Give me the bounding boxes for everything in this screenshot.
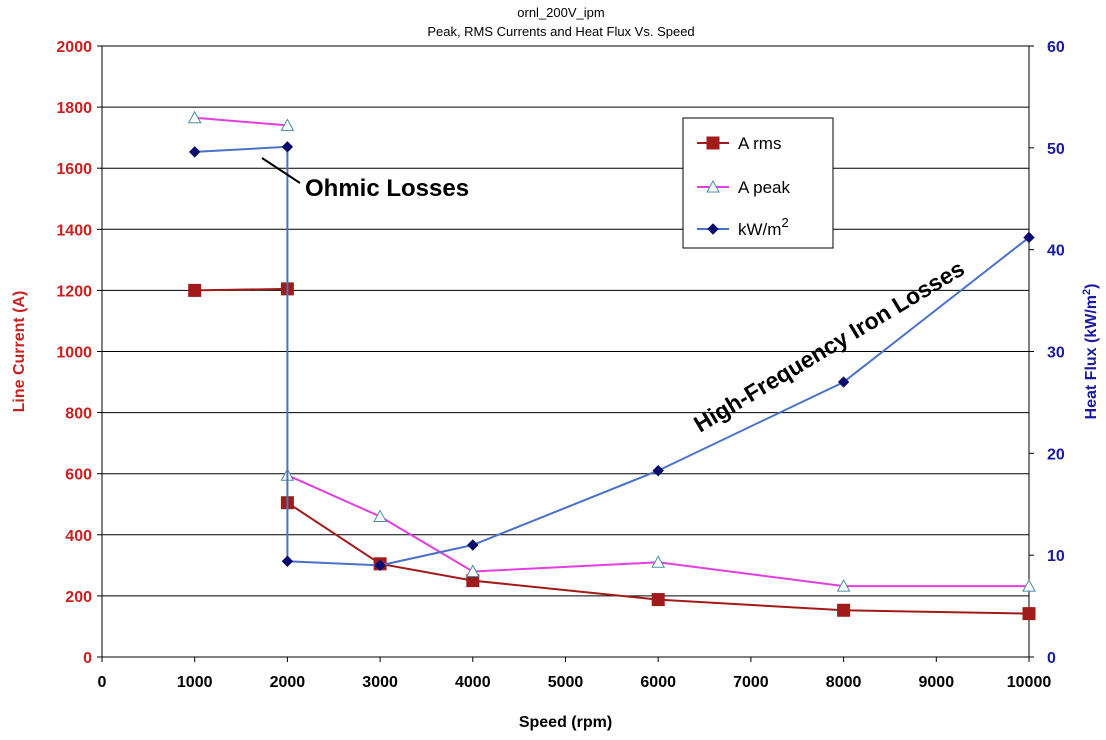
legend-label-text: kW/m [738, 220, 781, 239]
y2-tick-label: 0 [1047, 650, 1056, 667]
data-point [837, 376, 850, 388]
data-point [837, 603, 851, 617]
y-tick-label: 1000 [56, 345, 92, 362]
x-tick-label: 9000 [919, 674, 955, 691]
x-tick-label: 6000 [640, 674, 676, 691]
series-line [194, 116, 1029, 588]
y-tick-label: 1600 [56, 161, 92, 178]
series-line [194, 145, 1030, 567]
annotation-ohmic-text: Ohmic Losses [305, 175, 469, 202]
data-point [651, 593, 665, 607]
series-line [194, 287, 1030, 615]
y-tick-label: 2000 [56, 39, 92, 56]
data-point [374, 559, 386, 572]
y-axis-title: Line Current (A) [11, 291, 28, 413]
legend-label: A rms [738, 134, 781, 153]
data-point [188, 146, 201, 158]
y2-tick-label: 20 [1047, 446, 1065, 463]
legend: A rms A peak kW/m2 [682, 117, 834, 249]
right-axis-ticks: 0 10 20 30 40 50 60 [1029, 39, 1065, 667]
x-tick-label: 2000 [270, 674, 306, 691]
y-tick-label: 400 [65, 528, 92, 545]
series [187, 110, 1036, 621]
legend-item: A peak [697, 178, 790, 197]
legend-swatch-marker [707, 223, 719, 235]
data-point [467, 539, 479, 551]
legend-label: kW/m2 [738, 215, 789, 239]
chart-title: ornl_200V_ipm [517, 5, 604, 20]
data-point [281, 555, 294, 567]
x-tick-label: 1000 [177, 674, 213, 691]
data-point [836, 579, 851, 592]
legend-label: A peak [738, 178, 790, 197]
data-point [1023, 231, 1035, 244]
y-tick-label: 0 [83, 650, 92, 667]
data-point [188, 283, 202, 297]
data-point [280, 118, 295, 131]
x-tick-label: 7000 [733, 674, 769, 691]
data-point [1022, 607, 1036, 621]
series-1 [187, 110, 1036, 592]
legend-label-sup: 2 [781, 215, 788, 230]
annotation-leader-line [261, 157, 301, 184]
y-tick-label: 600 [65, 467, 92, 484]
annotation-ohmic-losses: Ohmic Losses [261, 157, 469, 202]
chart-subtitle: Peak, RMS Currents and Heat Flux Vs. Spe… [427, 24, 694, 39]
series-2 [188, 141, 1035, 572]
x-tick-label: 8000 [826, 674, 862, 691]
x-axis-title: Speed (rpm) [519, 714, 612, 731]
grid [102, 45, 1029, 658]
y2-tick-label: 60 [1047, 39, 1065, 56]
y-tick-label: 800 [65, 406, 92, 423]
legend-swatch-marker [706, 136, 720, 150]
series-0 [188, 282, 1036, 621]
x-axis-ticks: 0 1000 2000 3000 4000 5000 6000 7000 8000 9000 100… [98, 657, 1052, 691]
y2-axis-title-sup: 2 [1081, 289, 1093, 295]
legend-label-text: A peak [738, 178, 790, 197]
x-tick-label: 0 [98, 674, 107, 691]
y2-tick-label: 10 [1047, 548, 1065, 565]
y2-axis-title: Heat Flux (kW/m2) [1081, 284, 1100, 420]
y-tick-label: 1400 [56, 222, 92, 239]
y2-tick-label: 50 [1047, 141, 1065, 158]
data-point [652, 464, 664, 477]
y-tick-label: 200 [65, 589, 92, 606]
left-axis-ticks: 0 200 400 600 800 1000 1200 1400 1600 1800 2000 [56, 39, 102, 667]
y2-axis-title-end: ) [1083, 284, 1100, 289]
x-tick-label: 10000 [1007, 674, 1052, 691]
x-tick-label: 5000 [548, 674, 584, 691]
annotation-iron-losses-text: High-Frequency Iron Losses [689, 255, 969, 437]
legend-item: A rms [697, 134, 781, 153]
data-point [651, 555, 666, 568]
data-point [187, 110, 202, 124]
y-tick-label: 1200 [56, 283, 92, 300]
y2-axis-title-main: Heat Flux (kW/m [1083, 295, 1100, 419]
x-tick-label: 3000 [362, 674, 398, 691]
legend-item: kW/m2 [697, 215, 789, 239]
data-point [1022, 579, 1036, 592]
y2-tick-label: 30 [1047, 345, 1065, 362]
y2-tick-label: 40 [1047, 243, 1065, 260]
data-point [373, 509, 387, 522]
legend-swatch-marker [706, 179, 720, 193]
data-point [465, 564, 480, 577]
data-point [281, 141, 294, 153]
x-tick-label: 4000 [455, 674, 491, 691]
legend-label-text: A rms [738, 134, 781, 153]
y-tick-label: 1800 [56, 100, 92, 117]
